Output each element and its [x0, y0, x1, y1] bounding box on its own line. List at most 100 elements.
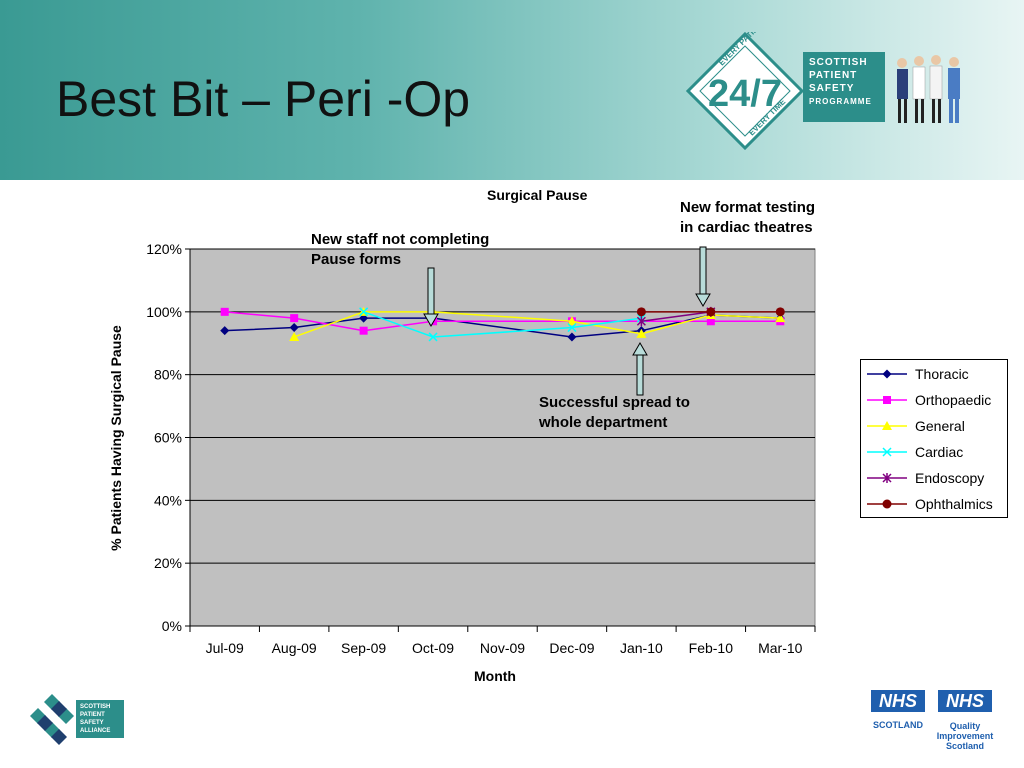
legend-item-thoracic: Thoracic [861, 361, 1007, 387]
nhs-qis-logo: NHS [938, 690, 992, 712]
x-tick-label: Sep-09 [341, 640, 386, 656]
data-point-thoracic [636, 326, 646, 336]
data-point-orthopaedic [776, 317, 785, 326]
series-line-thoracic [224, 314, 781, 338]
nhs-scotland-logo: NHS [871, 690, 925, 712]
series-line-general [293, 311, 781, 338]
legend-label: Orthopaedic [915, 392, 992, 408]
y-axis-label: % Patients Having Surgical Pause [108, 325, 124, 551]
annotation-new-staff: New staff not completing Pause forms [311, 230, 489, 270]
arrow-successful-spread [636, 354, 644, 396]
alliance-line: PATIENT [80, 712, 105, 718]
legend-swatch [867, 369, 907, 379]
data-point-ophthalmics [706, 307, 716, 317]
y-tick-label: 0% [162, 618, 182, 634]
x-tick-label: Mar-10 [758, 640, 803, 656]
plot-area [189, 248, 816, 627]
data-point-orthopaedic [429, 317, 438, 326]
x-tick-label: Feb-10 [689, 640, 734, 656]
data-point-general [358, 306, 369, 316]
data-point-ophthalmics [636, 307, 646, 317]
data-point-thoracic [428, 313, 438, 323]
programme-logo: SCOTTISH PATIENT SAFETY PROGRAMME [803, 52, 885, 122]
data-point-thoracic [775, 313, 785, 323]
x-axis-label: Month [474, 668, 516, 684]
badge-number: 24/7 [708, 73, 782, 115]
alliance-logo-text: SCOTTISH PATIENT SAFETY ALLIANCE [76, 700, 124, 738]
legend-marker [882, 447, 892, 457]
data-point-thoracic [359, 313, 369, 323]
data-point-orthopaedic [220, 307, 229, 316]
annotation-new-format: New format testing in cardiac theatres [680, 198, 815, 238]
series-line-orthopaedic [224, 311, 781, 332]
data-point-orthopaedic [359, 326, 368, 335]
data-point-general [775, 313, 786, 323]
data-point-thoracic [706, 310, 716, 320]
alliance-line: SAFETY [80, 720, 104, 726]
data-point-thoracic [567, 332, 577, 342]
nhs-qis-line: Quality [949, 721, 981, 731]
arrow-successful-spread-head [632, 342, 648, 356]
legend-label: Ophthalmics [915, 496, 993, 512]
data-point-orthopaedic [290, 314, 299, 323]
annotation-line: Successful spread to [539, 394, 690, 411]
nhs-qis-line: Scotland [945, 741, 984, 751]
data-point-orthopaedic [706, 317, 715, 326]
data-point-general [636, 328, 647, 338]
y-tick-label: 80% [154, 367, 182, 383]
nhs-scotland-label: SCOTLAND [873, 720, 923, 730]
programme-line: PATIENT [809, 70, 858, 81]
legend-label: General [915, 418, 965, 434]
y-tick-label: 120% [146, 241, 182, 257]
alliance-line: ALLIANCE [80, 728, 111, 734]
arrow-new-staff [427, 267, 435, 315]
legend-swatch [867, 447, 907, 457]
x-tick-label: Oct-09 [412, 640, 454, 656]
y-tick-label: 60% [154, 430, 182, 446]
nhs-qis-label: Quality Improvement Scotland [930, 721, 1000, 751]
legend-marker [882, 473, 892, 483]
annotation-line: whole department [539, 414, 668, 431]
legend-swatch [867, 499, 907, 509]
y-tick-label: 40% [154, 492, 182, 508]
arrow-new-staff-head [423, 313, 439, 327]
data-point-orthopaedic [567, 317, 576, 326]
annotation-line: New staff not completing [311, 231, 490, 248]
y-tick-label: 20% [154, 555, 182, 571]
arrow-new-format-head [695, 293, 711, 307]
programme-line: PROGRAMME [809, 97, 872, 106]
annotation-successful-spread: Successful spread to whole department [539, 393, 690, 433]
legend-item-cardiac: Cardiac [861, 439, 1007, 465]
legend-label: Thoracic [915, 366, 969, 382]
data-point-general [428, 306, 439, 316]
annotation-line: Pause forms [311, 251, 402, 268]
legend-marker [882, 369, 892, 379]
legend-swatch [867, 421, 907, 430]
data-point-cardiac [359, 307, 369, 317]
legend-item-orthopaedic: Orthopaedic [861, 387, 1007, 413]
series-line-endoscopy [641, 311, 711, 323]
legend-swatch [867, 396, 907, 404]
data-point-general [566, 316, 577, 326]
data-point-general [705, 309, 716, 319]
alliance-logo-mark [30, 694, 74, 745]
annotation-line: in cardiac theatres [680, 219, 813, 236]
programme-line: SCOTTISH [809, 57, 868, 68]
arrow-new-format [699, 246, 707, 295]
every-patient-badge-logo: 24/7 EVERY PATIENT EVERY TIME [686, 32, 804, 150]
data-point-thoracic [220, 326, 230, 336]
legend-item-ophthalmics: Ophthalmics [861, 491, 1007, 517]
x-tick-label: Jan-10 [620, 640, 663, 656]
chart-legend: Thoracic Orthopaedic General Cardiac Endosco… [860, 359, 1008, 518]
data-point-cardiac [567, 323, 577, 333]
legend-marker [882, 421, 892, 430]
slide-title: Best Bit – Peri -Op [56, 71, 471, 127]
data-point-endoscopy [706, 306, 716, 317]
legend-item-endoscopy: Endoscopy [861, 465, 1007, 491]
x-tick-label: Dec-09 [549, 640, 594, 656]
data-point-general [289, 331, 300, 341]
legend-label: Cardiac [915, 444, 964, 460]
x-tick-label: Jul-09 [206, 640, 244, 656]
alliance-line: SCOTTISH [80, 704, 111, 710]
legend-label: Endoscopy [915, 470, 985, 486]
